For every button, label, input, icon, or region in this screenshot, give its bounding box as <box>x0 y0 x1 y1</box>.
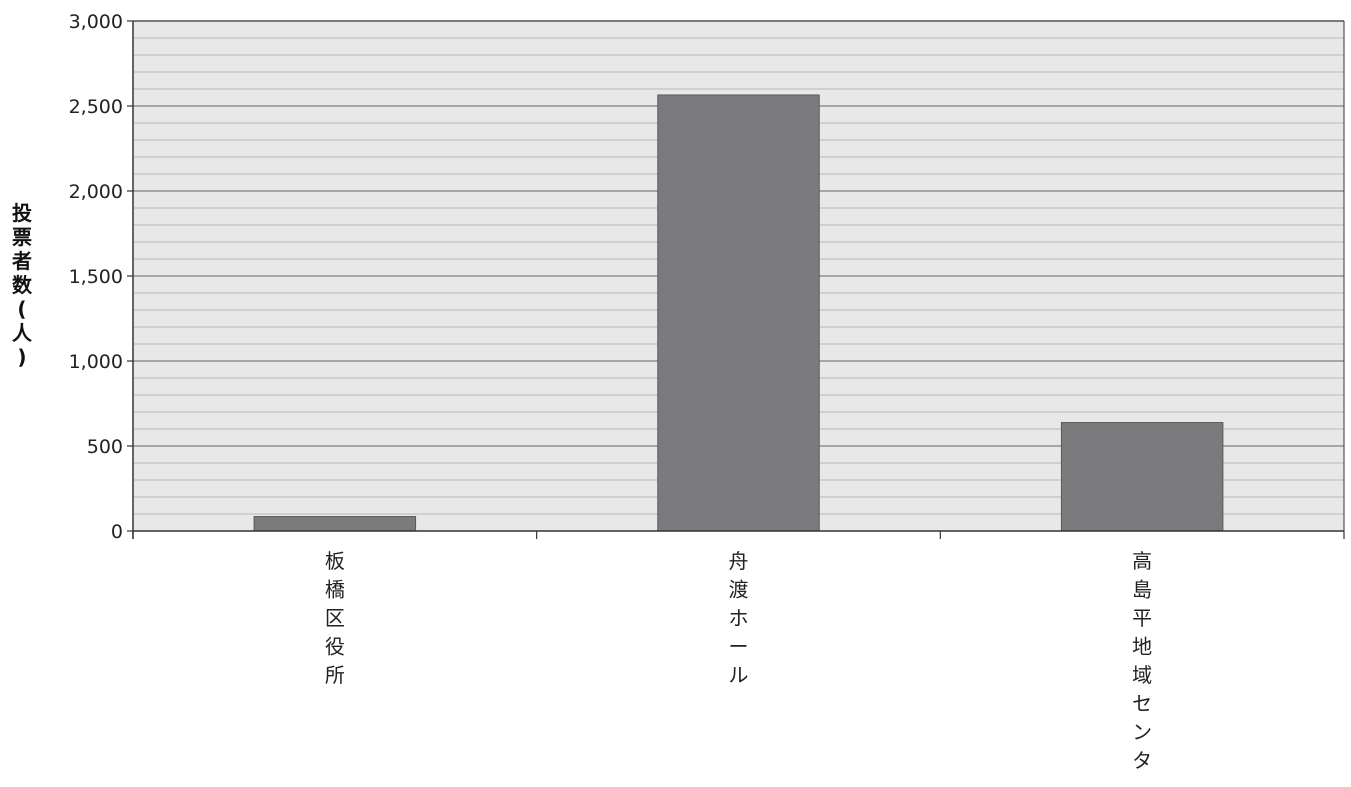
y-tick-labels: 0 500 1,000 1,500 2,000 2,500 3,000 <box>69 11 123 543</box>
y-tick-label: 2,500 <box>69 96 123 118</box>
y-tick-label: 3,000 <box>69 11 123 33</box>
bar-2 <box>657 94 820 532</box>
axes <box>127 20 1345 539</box>
y-axis-title: 投票者数(人) <box>11 201 33 369</box>
y-axis-label: 投票者数(人) <box>11 201 33 369</box>
x-category-label: 舟渡ホール <box>729 549 749 687</box>
category-labels: 板橋区役所 舟渡ホール 高島平地域センター <box>325 549 1152 787</box>
x-category-label: 板橋区役所 <box>325 549 345 687</box>
y-tick-label: 2,000 <box>69 181 123 203</box>
y-tick-label: 1,500 <box>69 266 123 288</box>
bar-3 <box>1060 422 1224 532</box>
x-category-label: 高島平地域センター <box>1132 549 1152 787</box>
bars <box>253 94 1224 532</box>
y-tick-label: 1,000 <box>69 351 123 373</box>
y-tick-label: 0 <box>111 521 123 543</box>
bar-1 <box>253 516 417 532</box>
y-tick-label: 500 <box>87 436 123 458</box>
